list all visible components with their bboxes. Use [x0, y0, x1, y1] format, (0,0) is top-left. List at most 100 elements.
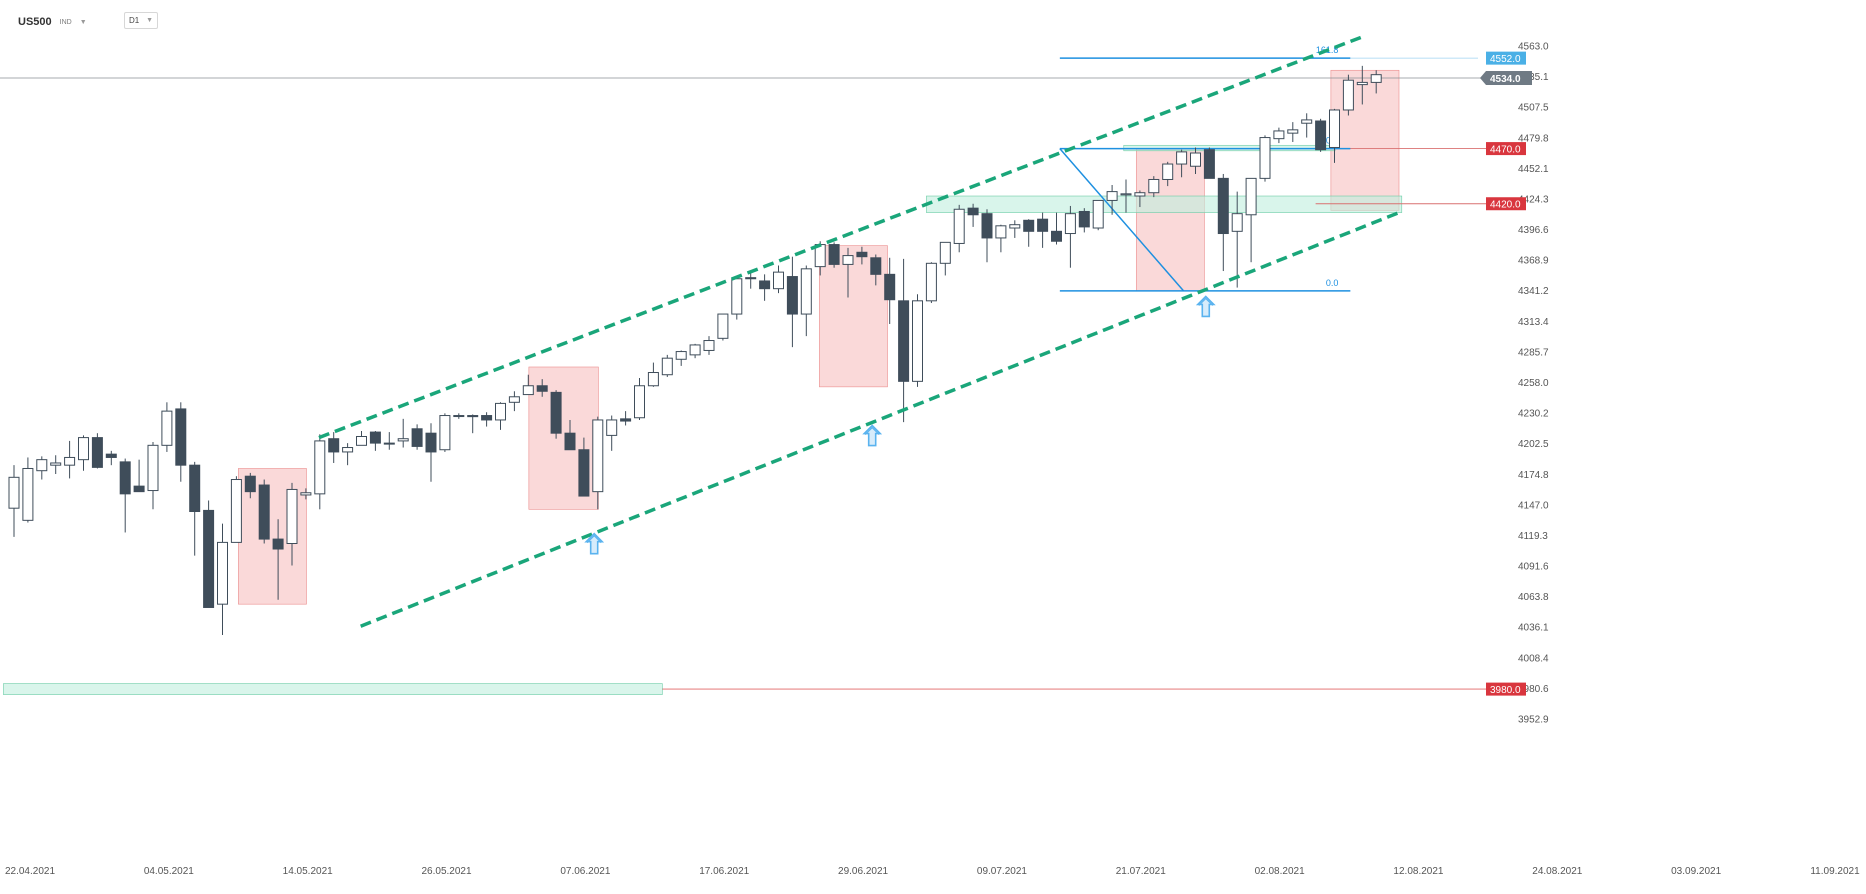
- candle: [36, 456, 48, 480]
- x-tick-label: 12.08.2021: [1393, 866, 1443, 877]
- candle: [995, 224, 1007, 253]
- candle-body: [314, 440, 326, 495]
- candle-body: [230, 479, 242, 543]
- candle-body: [78, 437, 89, 461]
- candle: [1190, 147, 1201, 174]
- candle-body: [981, 213, 993, 239]
- candle-body: [800, 268, 812, 315]
- candle: [300, 488, 312, 500]
- candle-body: [133, 485, 145, 493]
- y-tick-label: 4368.9: [1518, 256, 1549, 267]
- candle-body: [1370, 74, 1382, 83]
- x-tick-label: 11.09.2021: [1810, 866, 1860, 877]
- symbol-label[interactable]: US500: [18, 16, 52, 28]
- candle: [356, 430, 367, 446]
- timeframe-select[interactable]: D1 ▼: [124, 12, 158, 29]
- x-tick-label: 29.06.2021: [838, 866, 888, 877]
- candle-body: [1259, 137, 1271, 179]
- candle-body: [272, 538, 284, 550]
- candle: [564, 419, 576, 451]
- candle: [675, 350, 687, 366]
- y-tick-label: 4507.5: [1518, 103, 1549, 114]
- candle: [22, 457, 34, 523]
- candle: [453, 413, 465, 419]
- candle: [342, 443, 354, 466]
- candle: [925, 262, 937, 304]
- candle-body: [453, 415, 465, 418]
- candle-body: [786, 276, 798, 315]
- timeframe-value: D1: [129, 16, 140, 25]
- candle-body: [356, 435, 367, 446]
- candle: [314, 434, 326, 510]
- candle: [884, 257, 896, 324]
- y-tick-label: 4285.7: [1518, 347, 1549, 358]
- candle-body: [508, 396, 520, 403]
- candle: [1176, 149, 1188, 178]
- up-arrow-icon: [1195, 295, 1216, 318]
- price-tag-bg: [1480, 70, 1532, 85]
- candle-body: [1148, 178, 1160, 194]
- candle: [1259, 135, 1271, 182]
- candle: [50, 455, 62, 475]
- candles-layer: [8, 65, 1382, 636]
- candle-body: [1356, 81, 1368, 86]
- price-tag-text: 4420.0: [1490, 200, 1521, 211]
- y-tick-label: 4230.2: [1518, 409, 1549, 420]
- candle: [189, 461, 201, 556]
- candle: [1217, 173, 1229, 272]
- candle: [1023, 219, 1035, 247]
- candle-body: [1273, 130, 1285, 140]
- candle: [1231, 191, 1243, 288]
- x-tick-label: 14.05.2021: [283, 866, 333, 877]
- candle-body: [244, 475, 256, 493]
- candle: [620, 411, 632, 426]
- price-label-fib: 4552.0: [1486, 51, 1526, 65]
- candle-body: [564, 432, 576, 451]
- candle-body: [22, 467, 34, 521]
- candle: [800, 265, 812, 337]
- candle: [1301, 113, 1313, 138]
- candle-body: [467, 415, 479, 418]
- candle-body: [717, 313, 729, 339]
- candle-body: [369, 431, 381, 444]
- candle: [1245, 177, 1257, 263]
- candle: [1162, 161, 1174, 187]
- candle-body: [147, 444, 159, 492]
- candle: [508, 391, 520, 412]
- candle: [147, 442, 159, 510]
- candle: [1342, 74, 1354, 116]
- candle: [1134, 190, 1146, 208]
- candle: [230, 476, 242, 543]
- chevron-down-icon[interactable]: ▼: [79, 18, 87, 26]
- candle-body: [1287, 129, 1299, 134]
- candle: [161, 402, 173, 452]
- candle: [1037, 212, 1049, 248]
- candle-body: [828, 244, 840, 265]
- candle-body: [189, 464, 201, 513]
- fib-level-label: 0.0: [1326, 278, 1339, 288]
- candle: [244, 472, 256, 499]
- candle: [953, 204, 965, 253]
- candle: [1064, 205, 1076, 268]
- x-tick-label: 17.06.2021: [699, 866, 749, 877]
- candle-body: [383, 442, 395, 445]
- candle-body: [425, 432, 437, 453]
- x-tick-label: 02.08.2021: [1255, 866, 1305, 877]
- x-tick-label: 09.07.2021: [977, 866, 1027, 877]
- candle: [495, 402, 506, 430]
- price-label-level: 4420.0: [1486, 197, 1526, 211]
- candle: [912, 294, 923, 387]
- x-tick-label: 03.09.2021: [1671, 866, 1721, 877]
- candle-body: [91, 437, 103, 468]
- candle-body: [925, 262, 937, 302]
- candle-body: [773, 271, 784, 290]
- zones-layer: [3, 69, 1403, 695]
- candle-body: [967, 207, 979, 216]
- candle-body: [1064, 213, 1076, 235]
- candle: [786, 256, 798, 348]
- y-tick-label: 4036.1: [1518, 623, 1549, 634]
- levels-layer: 161.8100.00.0: [0, 45, 1490, 690]
- candle-body: [481, 415, 493, 421]
